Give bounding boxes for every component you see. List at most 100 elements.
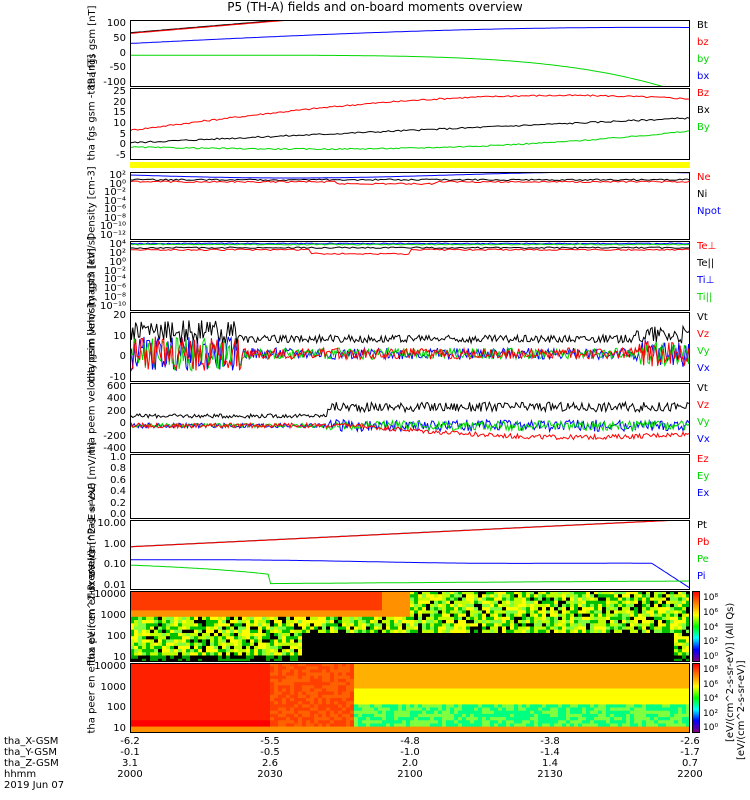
spectrogram-cell: [586, 613, 591, 618]
spectrogram-cell: [522, 642, 527, 647]
spectrogram-cell: [414, 685, 419, 689]
spectrogram-cell: [162, 717, 167, 721]
spectrogram-cell: [226, 710, 231, 715]
spectrogram-cell: [266, 729, 271, 733]
spectrogram-cell: [218, 597, 223, 602]
series-Bz-line: [130, 94, 690, 132]
spectrogram-cell: [130, 675, 135, 680]
spectrogram-cell: [346, 704, 351, 708]
spectrogram-cell: [462, 642, 467, 647]
spectrogram-cell: [334, 675, 339, 680]
spectrogram-cell: [310, 594, 315, 598]
spectrogram-cell: [390, 682, 395, 686]
spectrogram-cell: [474, 642, 479, 647]
spectrogram-cell: [202, 626, 207, 631]
spectrogram-cell: [174, 655, 179, 660]
spectrogram-cell: [170, 713, 175, 718]
spectrogram-cell: [182, 591, 187, 595]
spectrogram-cell: [182, 636, 187, 640]
spectrogram-cell: [602, 642, 607, 647]
spectrogram-cell: [418, 688, 423, 693]
spectrogram-cell: [458, 597, 463, 602]
spectrogram-cell: [514, 652, 519, 656]
spectrogram-cell: [350, 645, 355, 650]
spectrogram-cell: [630, 649, 635, 653]
spectrogram-cell: [530, 639, 535, 643]
spectrogram-cell: [402, 688, 407, 693]
spectrogram-cell: [326, 652, 331, 656]
spectrogram-cell: [278, 678, 283, 683]
spectrogram-cell: [330, 707, 335, 712]
spectrogram-cell: [174, 672, 179, 677]
legend-entry-Pt: Pt: [697, 520, 707, 531]
spectrogram-cell: [670, 620, 675, 624]
spectrogram-cell: [374, 610, 379, 614]
spectrogram-cell: [458, 610, 463, 614]
spectrogram-cell: [286, 688, 291, 693]
spectrogram-cell: [430, 678, 435, 683]
spectrogram-cell: [350, 594, 355, 598]
spectrogram-cell: [510, 597, 515, 602]
spectrogram-cell: [258, 669, 263, 673]
spectrogram-cell: [166, 600, 171, 605]
spectrogram-cell: [282, 678, 287, 683]
spectrogram-cell: [234, 616, 239, 621]
spectrogram-cell: [670, 655, 675, 660]
spectrogram-cell: [474, 597, 479, 602]
spectrogram-cell: [246, 713, 251, 718]
y-tick-label: -200: [103, 430, 126, 442]
spectrogram-cell: [274, 658, 279, 662]
spectrogram-cell: [394, 603, 399, 608]
spectrogram-cell: [466, 620, 471, 624]
spectrogram-cell: [302, 633, 307, 637]
spectrogram-cell: [346, 642, 351, 647]
spectrogram-cell: [334, 729, 339, 733]
spectrogram-cell: [334, 655, 339, 660]
spectrogram-cell: [514, 623, 519, 627]
spectrogram-cell: [646, 600, 651, 605]
spectrogram-cell: [422, 726, 427, 731]
spectrogram-cell: [146, 613, 151, 618]
spectrogram-cell: [318, 675, 323, 680]
spectrogram-cell: [250, 663, 255, 667]
spectrogram-cell: [534, 620, 539, 624]
spectrogram-cell: [246, 729, 251, 733]
spectrogram-cell: [442, 694, 447, 699]
spectrogram-cell: [398, 717, 403, 721]
spectrogram-cell: [222, 620, 227, 624]
spectrogram-cell: [338, 710, 343, 715]
spectrogram-cell: [370, 720, 375, 724]
spectrogram-cell: [246, 672, 251, 677]
spectrogram-cell: [386, 729, 391, 733]
spectrogram-cell: [366, 655, 371, 660]
spectrogram-cell: [230, 620, 235, 624]
spectrogram-cell: [174, 691, 179, 696]
spectrogram-cell: [350, 642, 355, 647]
spectrogram-cell: [350, 629, 355, 634]
spectrogram-cell: [162, 636, 167, 640]
spectrogram-cell: [426, 723, 431, 728]
spectrogram-cell: [266, 669, 271, 673]
spectrogram-cell: [402, 597, 407, 602]
spectrogram-cell: [218, 626, 223, 631]
spectrogram-cell: [590, 639, 595, 643]
spectrogram-cell: [542, 613, 547, 618]
spectrogram-cell: [366, 613, 371, 618]
spectrogram-cell: [142, 663, 147, 667]
spectrogram-cell: [574, 600, 579, 605]
spectrogram-cell: [550, 642, 555, 647]
spectrogram-cell: [150, 691, 155, 696]
spectrogram-cell: [186, 603, 191, 608]
spectrogram-cell: [442, 729, 447, 733]
spectrogram-cell: [318, 652, 323, 656]
spectrogram-cell: [130, 688, 135, 693]
spectrogram-cell: [662, 629, 667, 634]
spectrogram-cell: [278, 649, 283, 653]
spectrogram-cell: [362, 591, 367, 595]
spectrogram-cell: [130, 717, 135, 721]
spectrogram-cell: [418, 603, 423, 608]
spectrogram-cell: [238, 620, 243, 624]
spectrogram-cell: [334, 663, 339, 667]
spectrogram-cell: [590, 649, 595, 653]
spectrogram-cell: [334, 666, 339, 670]
